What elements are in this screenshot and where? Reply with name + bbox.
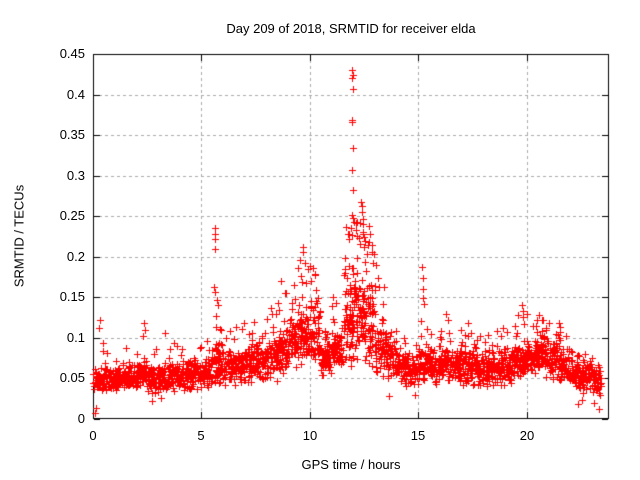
y-tick-label: 0.3 xyxy=(66,168,85,183)
x-tick-label: 15 xyxy=(410,428,426,443)
x-tick-label: 20 xyxy=(519,428,535,443)
y-tick-label: 0.15 xyxy=(59,289,85,304)
y-tick-label: 0.05 xyxy=(59,370,85,385)
y-tick-label: 0 xyxy=(77,411,85,426)
chart-title: Day 209 of 2018, SRMTID for receiver eld… xyxy=(226,21,476,36)
x-tick-label: 10 xyxy=(302,428,318,443)
y-tick-label: 0.25 xyxy=(59,208,85,223)
x-tick-label: 0 xyxy=(89,428,97,443)
y-tick-label: 0.35 xyxy=(59,127,85,142)
x-axis-label: GPS time / hours xyxy=(301,457,401,472)
x-tick-label: 5 xyxy=(197,428,205,443)
y-tick-label: 0.4 xyxy=(66,87,85,102)
y-tick-label: 0.45 xyxy=(59,46,85,61)
y-axis-label: SRMTID / TECUs xyxy=(11,184,27,288)
y-tick-label: 0.2 xyxy=(66,249,85,264)
y-tick-label: 0.1 xyxy=(66,330,85,345)
